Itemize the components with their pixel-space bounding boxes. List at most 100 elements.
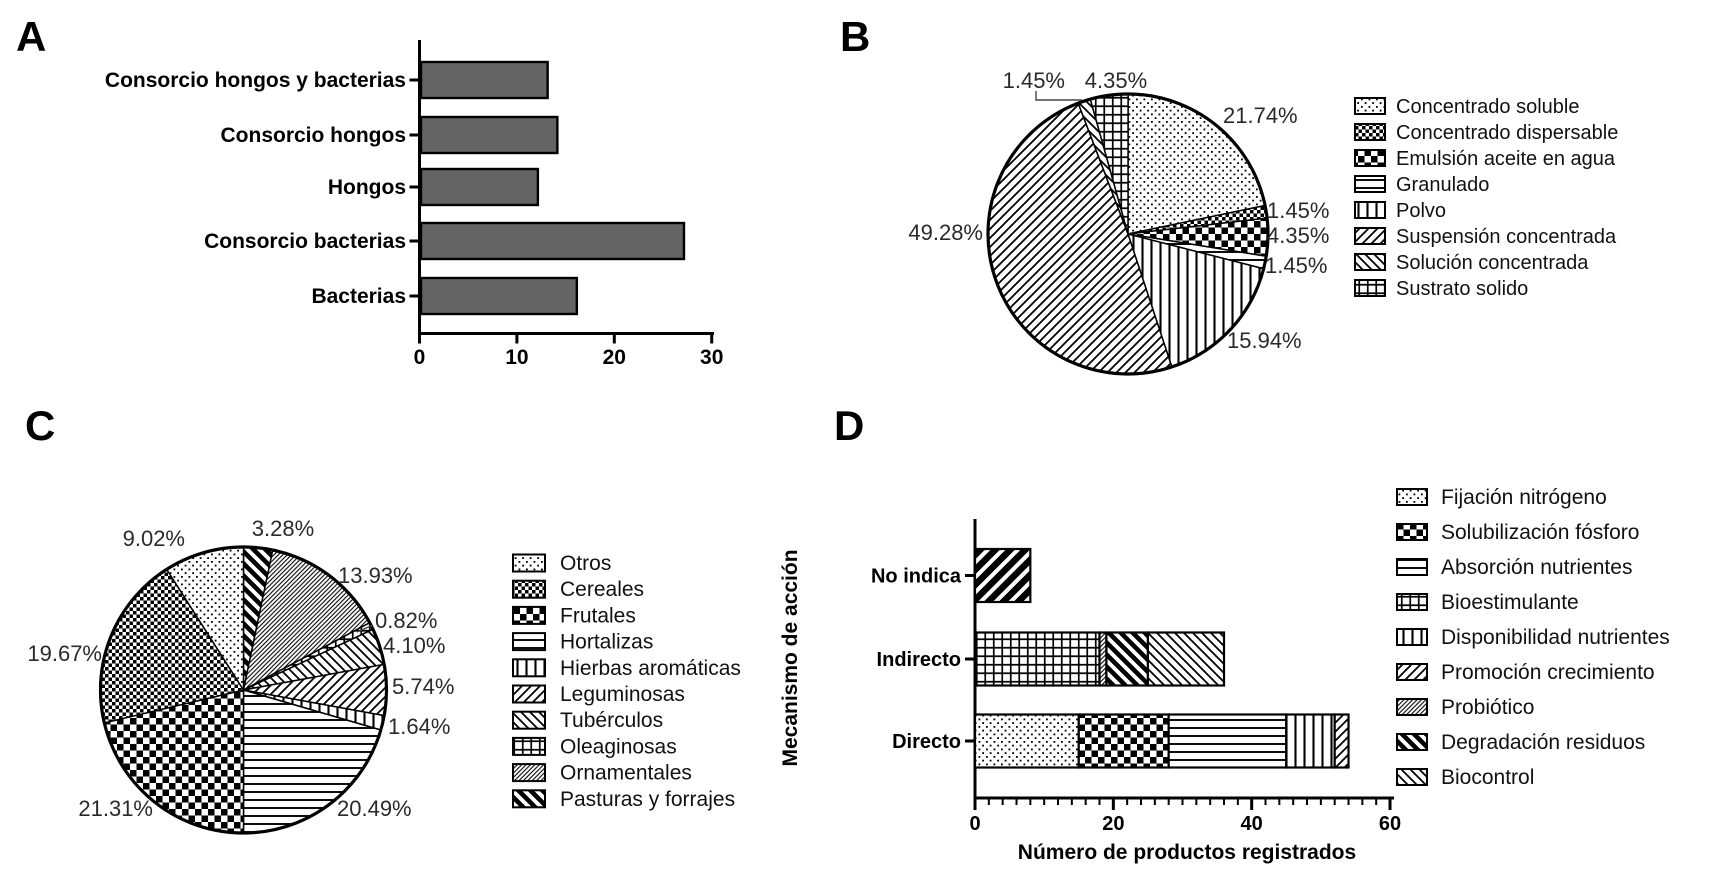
legend-swatch (1396, 698, 1428, 716)
panel-label-c: C (25, 402, 56, 449)
legend-label: Disponibilidad nutrientes (1441, 626, 1670, 649)
legend-item: Degradación residuos (1396, 731, 1645, 754)
bar-segment (1167, 713, 1288, 769)
legend-item: Ornamentales (512, 762, 692, 785)
category-label: Hongos (328, 176, 406, 199)
x-tick-label: 10 (505, 346, 528, 369)
legend-item: Biocontrol (1396, 766, 1534, 789)
legend-label: Probiótico (1441, 696, 1534, 719)
legend-swatch (1396, 733, 1428, 751)
pie-percent-label: 1.45% (1003, 68, 1065, 93)
legend-swatch (512, 789, 546, 809)
legend-swatch (1354, 97, 1386, 115)
bar (419, 221, 686, 261)
pie-percent-label: 13.93% (338, 563, 413, 588)
bar (419, 167, 540, 207)
legend-swatch (512, 658, 546, 678)
panel-b-pie-chart: 21.74%1.45%4.35%1.45%15.94%49.28%1.45% 4.… (908, 68, 1618, 376)
bar (419, 276, 579, 316)
pie-percent-label: 5.74% (392, 674, 454, 699)
legend-swatch (512, 710, 546, 730)
pie-outline (986, 92, 1270, 376)
legend-item: Oleaginosas (512, 735, 677, 758)
category-label: Consorcio bacterias (204, 230, 406, 253)
legend-item: Hortalizas (512, 631, 653, 654)
pie-percent-label: 9.02% (123, 526, 185, 551)
legend-item: Frutales (512, 604, 636, 627)
label-leader-line (1035, 91, 1082, 101)
legend-swatch (1354, 149, 1386, 167)
legend-swatch (1396, 488, 1428, 506)
legend-label: Leguminosas (560, 683, 685, 706)
y-axis-title: Mecanismo de acción (779, 549, 802, 766)
legend-label: Fijación nitrógeno (1441, 486, 1607, 509)
bar (419, 60, 549, 100)
legend-swatch (1396, 628, 1428, 646)
legend-item: Concentrado soluble (1354, 96, 1579, 118)
pie-percent-label: 4.10% (383, 633, 445, 658)
x-tick-label: 40 (1241, 813, 1263, 835)
legend-swatch (1354, 123, 1386, 141)
legend-swatch (512, 632, 546, 652)
category-label: Consorcio hongos y bacterias (105, 69, 406, 92)
legend-swatch (512, 605, 546, 625)
legend-item: Solubilización fósforo (1396, 521, 1639, 544)
legend-swatch (1354, 201, 1386, 219)
legend-swatch (512, 579, 546, 599)
legend-item: Granulado (1354, 174, 1489, 196)
legend-swatch (1396, 523, 1428, 541)
pie-percent-label: 1.45% (1265, 253, 1327, 278)
legend-label: Frutales (560, 604, 636, 627)
legend-swatch (1354, 175, 1386, 193)
legend-label: Sustrato solido (1396, 278, 1528, 300)
legend-swatch (1354, 253, 1386, 271)
pie-percent-label: 21.31% (78, 796, 153, 821)
legend-swatch (512, 736, 546, 756)
panel-d-stacked-bar-chart: 0 20 40 60 Número de productos registrados Me… (779, 486, 1670, 864)
x-tick-label: 60 (1379, 813, 1401, 835)
legend-label: Granulado (1396, 174, 1489, 196)
category-label: Bacterias (311, 285, 406, 308)
pie-percent-label: 49.28% (908, 220, 983, 245)
legend-label: Ornamentales (560, 762, 692, 785)
legend-item: Fijación nitrógeno (1396, 486, 1607, 509)
panel-label-a: A (16, 13, 47, 60)
pie-percent-label: 19.67% (27, 641, 102, 666)
legend-item: Leguminosas (512, 683, 685, 706)
x-axis-title: Número de productos registrados (1018, 841, 1356, 864)
legend-swatch (1396, 768, 1428, 786)
legend-item: Sustrato solido (1354, 278, 1528, 300)
legend-item: Polvo (1354, 200, 1446, 222)
bar-segment (1285, 713, 1336, 769)
pie-percent-label: 15.94% (1227, 328, 1302, 353)
bar-segment (1105, 631, 1150, 687)
legend-swatch (1354, 279, 1386, 297)
legend-item: Promoción crecimiento (1396, 661, 1655, 684)
category-label: Consorcio hongos (221, 124, 407, 147)
legend-item: Bioestimulante (1396, 591, 1579, 614)
legend-label: Absorción nutrientes (1441, 556, 1632, 579)
pie-percent-label: 20.49% (337, 796, 412, 821)
bar-segment (1333, 713, 1350, 769)
legend-swatch (512, 684, 546, 704)
category-label: Directo (892, 731, 961, 753)
panel-a-bar-chart: 0 10 20 30 Consorcio hongos y bacterias Conso… (105, 40, 723, 369)
legend-label: Degradación residuos (1441, 731, 1645, 754)
legend-label: Pasturas y forrajes (560, 788, 735, 811)
legend-item: Tubérculos (512, 709, 663, 732)
legend-label: Concentrado soluble (1396, 96, 1579, 118)
bar-segment (1146, 631, 1226, 687)
legend-item: Concentrado dispersable (1354, 122, 1618, 144)
x-tick-label: 20 (603, 346, 626, 369)
category-label: No indica (871, 566, 962, 588)
pie-percent-label: 21.74% (1223, 103, 1298, 128)
legend-item: Pasturas y forrajes (512, 788, 735, 811)
pie-percent-label: 0.82% (375, 608, 437, 633)
legend-item: Suspensión concentrada (1354, 226, 1617, 248)
legend-swatch (1396, 593, 1428, 611)
bar-segment (973, 547, 1032, 604)
panel-c-pie-chart: 3.28% 13.93% 0.82%4.10% 5.74% 1.64% 20.49% 21.… (27, 516, 741, 835)
legend-item: Absorción nutrientes (1396, 556, 1632, 579)
legend-swatch (1396, 558, 1428, 576)
